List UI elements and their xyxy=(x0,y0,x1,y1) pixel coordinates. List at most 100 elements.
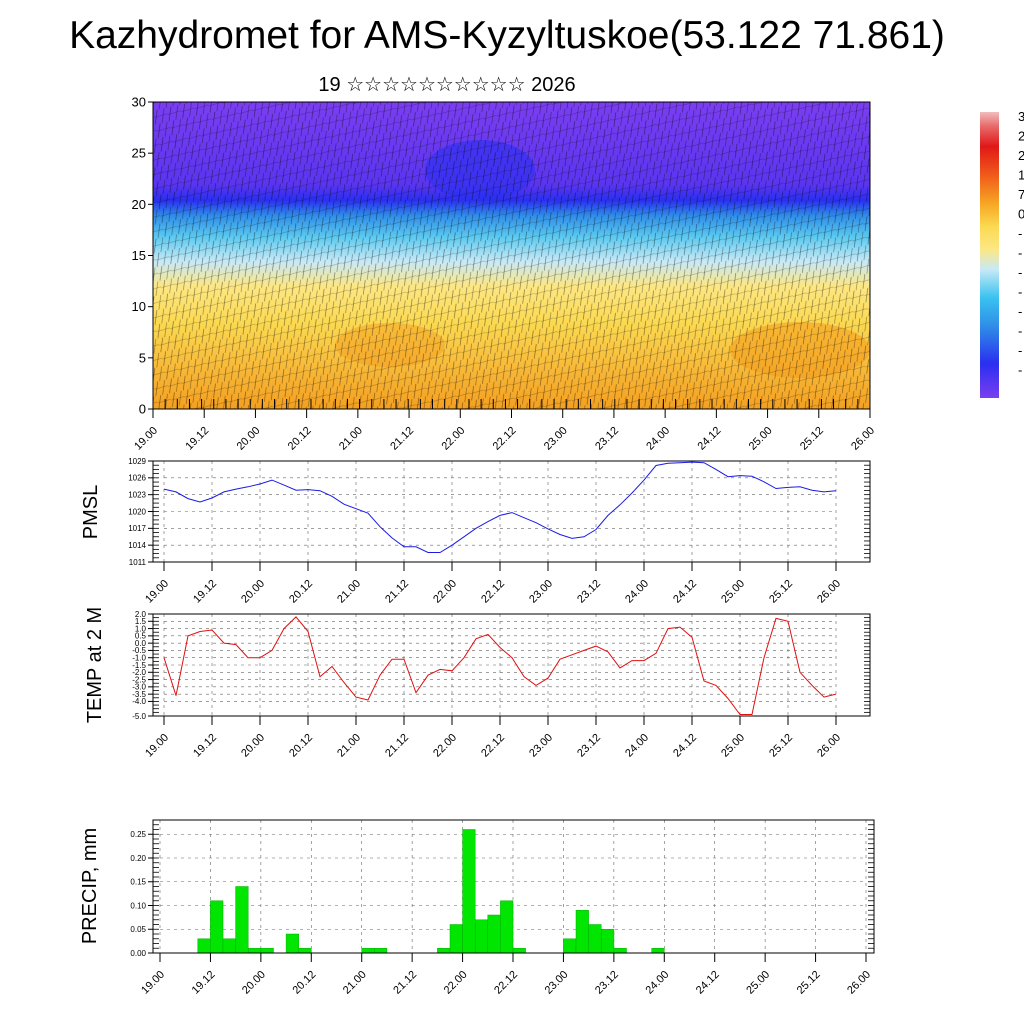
precip-bar xyxy=(487,914,501,954)
temp-panel: -5.0 -4.0-3.5-3.0-2.5-2.0-1.5-1.0-0.50.00… xyxy=(84,607,871,760)
x-tick-label: 20.00 xyxy=(239,732,267,760)
y-tick-label: -1.0 xyxy=(132,654,146,663)
x-tick-label: 20.12 xyxy=(290,969,318,997)
x-tick-label: 24.00 xyxy=(643,969,671,997)
x-tick-label: 21.00 xyxy=(341,969,369,997)
y-tick-label: 2.0 xyxy=(135,610,147,619)
y-tick-label: -3.5 xyxy=(132,690,146,699)
precip-panel: 0.00 0.05 0.10 0.15 0.20 0.25 19.00 19.12 20.00… xyxy=(79,819,875,997)
precip-bar xyxy=(361,948,375,954)
x-tick-label: 20.12 xyxy=(287,732,315,760)
pmsl-x-axis: 19.00 19.12 20.00 20.12 21.00 21.12 22.00 22.12… xyxy=(143,562,843,606)
cross-section-y-axis: 0 5 10 15 20 25 30 xyxy=(132,95,153,417)
x-tick-label: 19.00 xyxy=(143,578,171,606)
x-tick-label: 21.00 xyxy=(335,732,363,760)
precip-bar xyxy=(248,948,262,954)
x-tick-label: 20.12 xyxy=(286,425,314,453)
precip-bar xyxy=(651,948,665,954)
pmsl-y-label: PMSL xyxy=(80,485,102,539)
x-tick-label: 20.12 xyxy=(287,578,315,606)
y-tick-label: 30 xyxy=(132,95,146,110)
colorbar-label: 2 xyxy=(1018,129,1024,144)
x-tick-label: 20.00 xyxy=(239,578,267,606)
x-tick-label: 26.00 xyxy=(849,425,877,453)
y-tick-label: 0.15 xyxy=(130,878,146,887)
y-tick-label: 0.20 xyxy=(130,854,146,863)
precip-bar xyxy=(601,929,615,954)
x-tick-label: 21.12 xyxy=(391,969,419,997)
x-tick-label: 19.12 xyxy=(191,732,219,760)
precip-bar xyxy=(588,924,602,954)
x-tick-label: 21.00 xyxy=(337,425,365,453)
colorbar-label: 2 xyxy=(1018,148,1024,163)
x-tick-label: 23.12 xyxy=(593,969,621,997)
cross-section-panel: 0 5 10 15 20 25 30 19.00 19.12 20.00 20.12 21.00 21… xyxy=(132,95,878,453)
x-tick-label: 22.12 xyxy=(479,578,507,606)
y-tick-label: 15 xyxy=(132,248,146,263)
x-tick-label: 23.00 xyxy=(527,732,555,760)
y-tick-label: 0.05 xyxy=(130,925,146,934)
colorbar-strip xyxy=(980,112,999,398)
precip-bar xyxy=(235,886,249,954)
precip-bar xyxy=(197,938,211,954)
x-tick-label: 24.12 xyxy=(671,732,699,760)
x-tick-label: 24.00 xyxy=(644,425,672,453)
temp-series-line xyxy=(163,616,837,715)
x-tick-label: 23.12 xyxy=(593,425,621,453)
y-tick-label: -1.5 xyxy=(132,661,146,670)
precip-bar xyxy=(512,948,526,954)
y-tick-label: -4.0 xyxy=(132,697,146,706)
temp-grid xyxy=(153,613,870,717)
x-tick-label: 25.12 xyxy=(795,969,823,997)
precip-bar xyxy=(500,900,514,954)
y-tick-label: 0 xyxy=(139,402,146,417)
x-tick-label: 22.00 xyxy=(439,425,467,453)
y-tick-label: 0.00 xyxy=(130,949,146,958)
precip-bar xyxy=(462,829,476,954)
y-tick-label: -5.0 xyxy=(132,712,146,721)
x-tick-label: 26.00 xyxy=(815,578,843,606)
temp-x-axis: 19.00 19.12 20.00 20.12 21.00 21.12 22.00 22.12… xyxy=(143,716,843,760)
x-tick-label: 25.00 xyxy=(719,578,747,606)
colorbar-label: - xyxy=(1018,363,1022,378)
y-tick-label: 1017 xyxy=(128,524,146,533)
temp-y-label: TEMP at 2 M xyxy=(84,607,106,723)
temp-y-axis: -5.0 -4.0-3.5-3.0-2.5-2.0-1.5-1.0-0.50.00… xyxy=(132,610,153,721)
y-tick-label: 0.25 xyxy=(130,830,146,839)
y-tick-label: 5 xyxy=(139,350,146,365)
x-tick-label: 26.00 xyxy=(845,969,873,997)
chart-subtitle: 19 ☆☆☆☆☆☆☆☆☆☆ 2026 xyxy=(318,74,576,96)
colorbar-label: 7 xyxy=(1018,187,1024,202)
y-tick-label: 0.10 xyxy=(130,901,146,910)
x-tick-label: 22.00 xyxy=(431,732,459,760)
precip-bar xyxy=(210,900,224,954)
y-tick-label: 1023 xyxy=(128,490,146,499)
x-tick-label: 21.12 xyxy=(383,578,411,606)
x-tick-label: 21.00 xyxy=(335,578,363,606)
y-tick-label: 1014 xyxy=(128,541,146,550)
x-tick-label: 25.12 xyxy=(798,425,826,453)
y-tick-label: -3.0 xyxy=(132,683,146,692)
x-tick-label: 19.12 xyxy=(190,969,218,997)
precip-bar xyxy=(374,948,388,954)
x-tick-label: 24.00 xyxy=(623,578,651,606)
x-tick-label: 23.00 xyxy=(542,425,570,453)
pmsl-series-line xyxy=(163,461,837,553)
precip-bar xyxy=(563,938,577,954)
precip-bar xyxy=(298,948,312,954)
precip-y-label: PRECIP, mm xyxy=(79,828,101,944)
wind-barbs xyxy=(153,102,870,409)
x-tick-label: 24.12 xyxy=(671,578,699,606)
y-tick-label: 0.0 xyxy=(135,639,147,648)
precip-bar xyxy=(613,948,627,954)
precip-grid xyxy=(153,819,874,954)
colorbar-label: - xyxy=(1018,285,1022,300)
x-tick-label: 25.00 xyxy=(747,425,775,453)
colorbar: 3 2 2 1 7 0 - - - - - - - - xyxy=(980,109,1024,398)
x-tick-label: 25.12 xyxy=(767,732,795,760)
pmsl-panel: 1011 1014 1017 1020 1023 1026 1029 19.00 19.12 2… xyxy=(80,457,871,606)
x-tick-label: 24.12 xyxy=(696,425,724,453)
y-tick-label: -2.0 xyxy=(132,668,146,677)
cross-section-x-axis: 19.00 19.12 20.00 20.12 21.00 21.12 22.00 22.12… xyxy=(132,409,877,453)
y-tick-label: 10 xyxy=(132,299,146,314)
